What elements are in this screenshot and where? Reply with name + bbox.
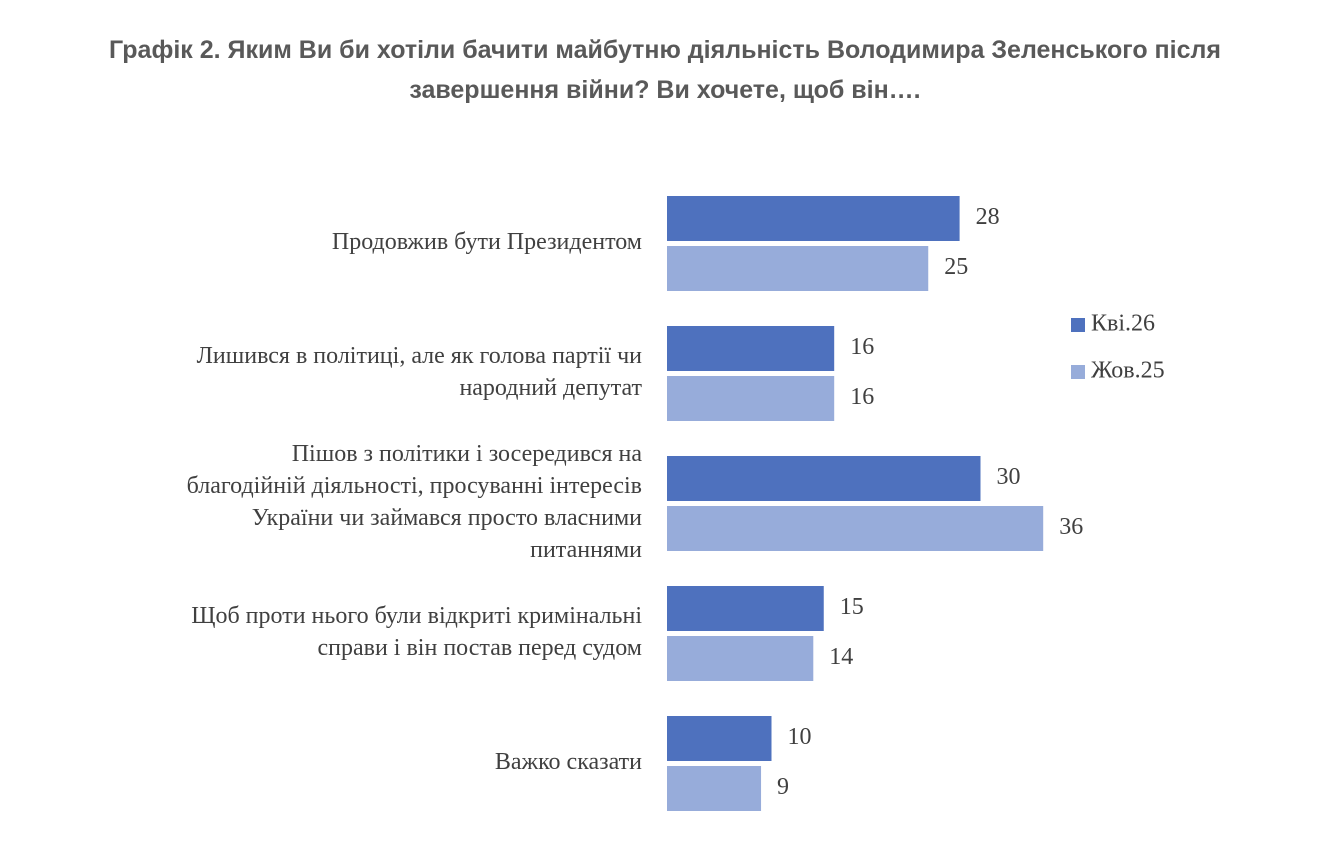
category-label-line: справи і він постав перед судом <box>317 635 642 661</box>
bar-series2 <box>667 246 929 291</box>
legend-swatch <box>1071 365 1085 379</box>
category-label-line: Пішов з політики і зосередився на <box>292 441 643 467</box>
bar-series1 <box>667 196 960 241</box>
data-label: 16 <box>850 384 874 410</box>
bar-series1 <box>667 326 835 371</box>
legend-label: Жов.25 <box>1091 358 1165 384</box>
data-label: 25 <box>944 254 968 280</box>
data-label: 10 <box>788 724 812 750</box>
category-label-line: України чи займався просто власними <box>252 505 642 531</box>
category-label: Лишився в політиці, але як голова партії… <box>197 343 643 401</box>
category-label-line: Лишився в політиці, але як голова партії… <box>197 343 643 369</box>
data-label: 16 <box>850 334 874 360</box>
chart-title-line-2: завершення війни? Ви хочете, щоб він…. <box>409 76 921 104</box>
category-label: Важко сказати <box>495 749 642 775</box>
bar-series2 <box>667 376 835 421</box>
data-label: 30 <box>997 464 1021 490</box>
data-label: 14 <box>829 644 853 670</box>
category-label-line: Щоб проти нього були відкриті кримінальн… <box>191 603 642 629</box>
data-label: 36 <box>1059 514 1083 540</box>
legend-swatch <box>1071 318 1085 332</box>
category-label: Продовжив бути Президентом <box>332 229 642 255</box>
category-label-line: благодійній діяльності, просуванні інтер… <box>187 473 642 499</box>
category-label-line: Важко сказати <box>495 749 642 775</box>
data-label: 28 <box>976 204 1000 230</box>
chart-title: Графік 2. Яким Ви би хотіли бачити майбу… <box>0 30 1330 110</box>
bar-series2 <box>667 506 1044 551</box>
category-label: Щоб проти нього були відкриті кримінальн… <box>191 603 642 661</box>
bar-series2 <box>667 636 814 681</box>
bar-series2 <box>667 766 762 811</box>
category-label-line: народний депутат <box>459 375 642 401</box>
legend-label: Кві.26 <box>1091 311 1155 337</box>
chart-title-line-1: Графік 2. Яким Ви би хотіли бачити майбу… <box>109 36 1221 64</box>
data-label: 9 <box>777 774 789 800</box>
bar-series1 <box>667 456 981 501</box>
category-label: Пішов з політики і зосередився на благоді… <box>187 441 643 563</box>
data-label: 15 <box>840 594 864 620</box>
category-label-line: питаннями <box>530 537 642 563</box>
bar-series1 <box>667 716 772 761</box>
bar-series1 <box>667 586 824 631</box>
category-label-line: Продовжив бути Президентом <box>332 229 642 255</box>
